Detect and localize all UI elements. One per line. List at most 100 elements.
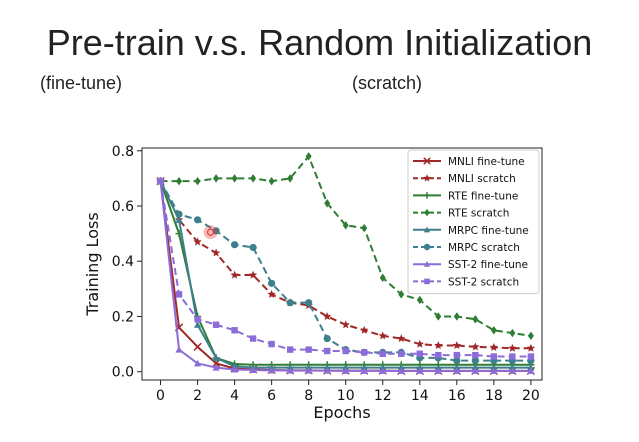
- data-point-mrpc-fine-tune: [527, 363, 535, 371]
- legend-marker: [424, 278, 430, 285]
- pointer-layer: [203, 225, 218, 240]
- legend-item-sst-2-scratch: SST-2 scratch: [413, 276, 519, 288]
- data-point-rte-scratch: [490, 326, 497, 335]
- legend-marker: [423, 157, 431, 165]
- data-point-sst-2-scratch: [342, 347, 349, 355]
- legend-box: [407, 149, 540, 295]
- data-point-sst-2-scratch: [194, 316, 201, 323]
- data-point-rte-scratch: [416, 295, 423, 305]
- y-tick-label: 0.6: [112, 199, 134, 215]
- data-point-sst-2-fine-tune: [193, 359, 202, 367]
- data-point-mrpc-fine-tune: [212, 354, 220, 361]
- x-tick-label: 20: [522, 388, 540, 404]
- data-point-rte-scratch: [250, 174, 257, 183]
- data-point-rte-scratch: [509, 328, 516, 338]
- data-point-mrpc-fine-tune: [434, 363, 442, 371]
- data-point-sst-2-fine-tune: [360, 367, 368, 374]
- data-point-rte-scratch: [231, 174, 238, 183]
- legend-label: RTE fine-tune: [448, 190, 518, 202]
- x-tick-label: 2: [193, 388, 202, 404]
- data-point-mnli-scratch: [230, 270, 239, 279]
- laser-pointer-dot: [206, 228, 215, 236]
- data-point-rte-scratch: [287, 174, 294, 183]
- data-point-rte-scratch: [213, 174, 220, 183]
- data-point-sst-2-scratch: [472, 351, 479, 359]
- data-point-mrpc-scratch: [175, 210, 183, 218]
- laser-pointer-glow: [203, 225, 218, 240]
- data-point-mrpc-fine-tune: [490, 363, 498, 371]
- legend-marker: [424, 208, 430, 217]
- data-point-sst-2-scratch: [268, 340, 275, 348]
- data-point-rte-scratch: [472, 315, 479, 324]
- data-point-mnli-fine-tune: [211, 359, 221, 368]
- data-point-sst-2-scratch: [435, 351, 442, 359]
- data-point-mrpc-fine-tune: [193, 321, 202, 328]
- data-point-mrpc-scratch: [212, 227, 220, 235]
- legend-item-mrpc-fine-tune: MRPC fine-tune: [413, 225, 529, 237]
- data-point-sst-2-scratch: [416, 350, 423, 357]
- legend-item-sst-2-fine-tune: SST-2 fine-tune: [413, 259, 528, 271]
- subtitle-scratch: (scratch): [352, 73, 423, 93]
- legend-marker: [423, 243, 431, 251]
- y-tick-label: 0.2: [112, 309, 134, 325]
- data-point-mrpc-scratch: [249, 243, 257, 252]
- y-tick-label: 0.8: [112, 144, 134, 160]
- data-point-sst-2-scratch: [453, 351, 461, 359]
- data-point-mrpc-fine-tune: [342, 363, 350, 371]
- x-tick-label: 6: [267, 388, 276, 404]
- legend-label: MNLI fine-tune: [448, 156, 525, 168]
- data-point-rte-scratch: [268, 176, 275, 186]
- data-point-sst-2-scratch: [509, 353, 516, 360]
- data-point-rte-scratch: [527, 331, 534, 341]
- legend-label: MRPC scratch: [448, 242, 520, 254]
- data-point-sst-2-fine-tune: [416, 367, 424, 374]
- legend-marker: [423, 226, 431, 233]
- data-point-sst-2-fine-tune: [286, 367, 294, 374]
- x-tick-label: 14: [411, 388, 429, 404]
- data-point-mnli-scratch: [360, 325, 369, 334]
- legend-label: SST-2 scratch: [448, 276, 519, 288]
- data-point-sst-2-fine-tune: [268, 366, 276, 374]
- data-point-mnli-scratch: [397, 334, 406, 343]
- data-point-sst-2-scratch: [361, 349, 368, 356]
- data-point-sst-2-scratch: [175, 291, 183, 298]
- x-tick-label: 4: [230, 388, 239, 404]
- data-point-sst-2-scratch: [305, 346, 312, 353]
- data-point-mrpc-fine-tune: [360, 363, 368, 371]
- data-point-mnli-scratch: [323, 312, 332, 321]
- legend: MNLI fine-tune MNLI scratch RTE fine-tune R…: [407, 149, 540, 295]
- legend-marker: [423, 261, 431, 267]
- data-point-rte-scratch: [305, 152, 312, 161]
- legend-item-mrpc-scratch: MRPC scratch: [413, 242, 520, 254]
- legend-item-rte-scratch: RTE scratch: [413, 208, 509, 220]
- data-point-sst-2-fine-tune: [323, 367, 331, 374]
- legend-marker: [423, 174, 431, 182]
- data-point-mrpc-scratch: [230, 241, 239, 249]
- data-point-sst-2-fine-tune: [527, 367, 535, 374]
- data-point-mrpc-scratch: [286, 299, 294, 307]
- data-point-sst-2-fine-tune: [212, 363, 220, 371]
- data-point-mnli-scratch: [248, 270, 258, 279]
- series-sst-2-scratch: [157, 177, 535, 360]
- data-point-mrpc-scratch: [268, 279, 276, 287]
- slide-title: Pre-train v.s. Random Initialization: [46, 22, 593, 63]
- x-tick-label: 10: [337, 388, 355, 404]
- legend-marker: [423, 192, 431, 199]
- y-axis: 0.0 0.2 0.4 0.6 0.8: [112, 144, 142, 381]
- data-point-sst-2-fine-tune: [342, 367, 350, 374]
- data-point-sst-2-scratch: [379, 350, 386, 357]
- data-point-sst-2-fine-tune: [305, 367, 313, 374]
- series-rte-scratch: [157, 152, 534, 341]
- series-line-rte-scratch: [160, 155, 532, 337]
- data-point-mnli-scratch: [489, 343, 499, 351]
- data-point-mrpc-scratch: [193, 216, 202, 224]
- data-point-mrpc-fine-tune: [379, 363, 387, 371]
- data-point-mrpc-scratch: [323, 334, 331, 343]
- data-point-sst-2-fine-tune: [453, 367, 461, 374]
- data-point-mnli-scratch: [471, 342, 480, 351]
- data-point-sst-2-fine-tune: [379, 367, 387, 374]
- data-point-mnli-scratch: [526, 343, 536, 352]
- x-tick-label: 12: [374, 388, 392, 404]
- data-point-mnli-scratch: [434, 341, 443, 350]
